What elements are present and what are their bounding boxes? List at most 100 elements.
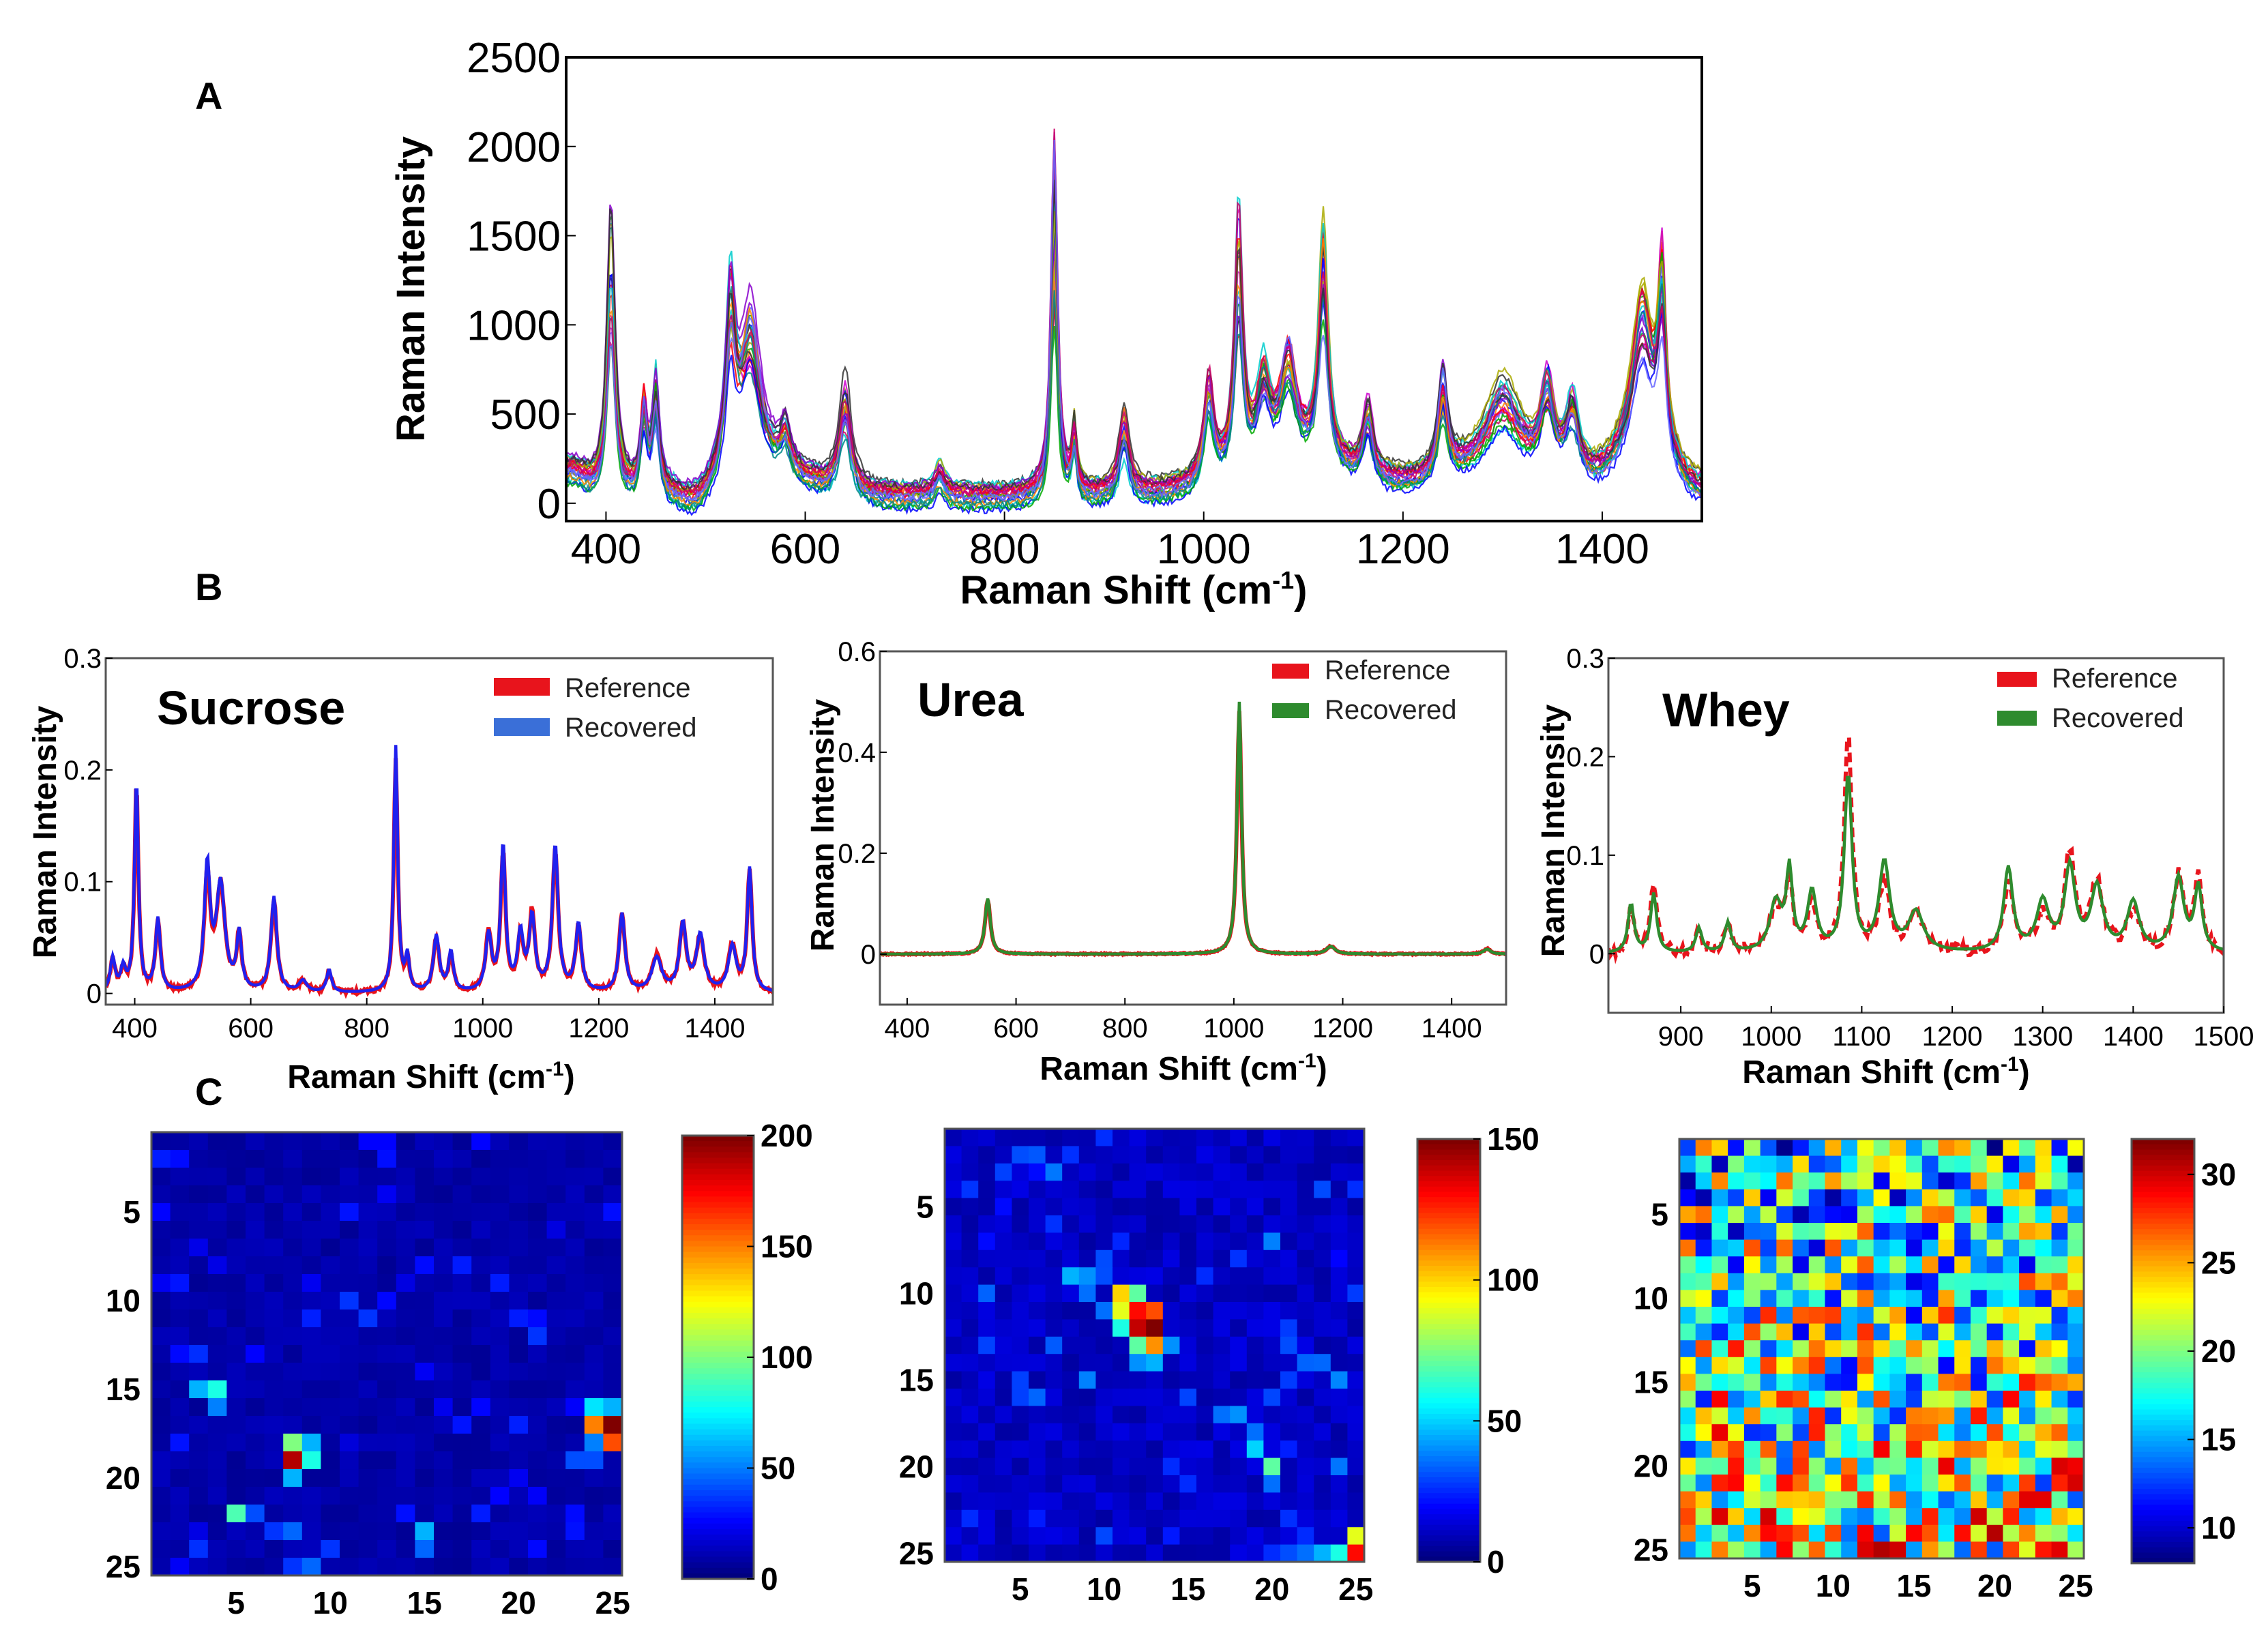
heatmap-cell [1873,1440,1890,1458]
heatmap-cell [396,1150,415,1168]
heatmap-cell [471,1416,491,1434]
colorbar-segment [2132,1415,2194,1421]
heatmap-cell [358,1132,378,1151]
heatmap-cell [1062,1336,1080,1355]
heatmap-cell [1857,1290,1874,1307]
colorbar-segment [2132,1425,2194,1432]
heatmap-cell [1695,1323,1713,1341]
colorbar-segment [2132,1256,2194,1262]
heatmap-cell [2067,1189,2085,1207]
heatmap-cell [603,1522,623,1541]
heatmap-cell [961,1423,979,1441]
heatmap-cell [1711,1323,1728,1341]
colorbar-segment [682,1213,754,1219]
heatmap-cell [434,1522,454,1541]
heatmap-cell [189,1487,209,1505]
heatmap-cell [509,1416,529,1434]
c2-x-tick-label: 10 [1087,1571,1121,1607]
colorbar-segment [1417,1382,1480,1389]
heatmap-cell [1297,1371,1314,1389]
heatmap-cell [1728,1424,1745,1442]
colorbar-segment [682,1185,754,1192]
colorbar-segment [682,1556,754,1563]
heatmap-cell [301,1185,321,1204]
colorbar-segment [682,1523,754,1530]
heatmap-cell [528,1274,548,1292]
heatmap-cell [396,1558,415,1576]
heatmap-cell [452,1309,472,1328]
colorbar-segment [2132,1245,2194,1252]
heatmap-cell [2019,1475,2036,1492]
heatmap-cell [1938,1323,1955,1341]
heatmap-cell [452,1416,472,1434]
heatmap-cell [340,1380,359,1399]
heatmap-cell [1113,1440,1130,1459]
colorbar-segment [682,1374,754,1380]
heatmap-cell [2051,1491,2068,1509]
heatmap-cell [961,1181,979,1199]
heatmap-cell [1347,1302,1365,1320]
heatmap-cell [1263,1232,1281,1251]
heatmap-cell [528,1327,548,1346]
chart-a-spectrum-line [566,128,1702,497]
heatmap-cell [603,1256,623,1275]
heatmap-cell [1347,1198,1365,1216]
heatmap-cell [1938,1508,1955,1526]
c3-y-tick-label: 25 [1634,1533,1668,1568]
heatmap-cell [945,1440,962,1459]
b3-x-tick-label: 1400 [2103,1022,2164,1052]
chart-a-frame [565,56,1703,522]
heatmap-cell [1970,1256,1988,1274]
heatmap-cell [1297,1215,1314,1233]
heatmap-cell [490,1540,510,1558]
heatmap-cell [1711,1440,1728,1458]
heatmap-cell [1263,1527,1281,1545]
heatmap-cell [1179,1249,1197,1268]
heatmap-cell [1012,1544,1029,1563]
heatmap-cell [1970,1491,1988,1509]
heatmap-cell [2003,1374,2020,1391]
chart-b1-legend: Reference Recovered [494,673,696,743]
heatmap-cell [170,1327,190,1346]
colorbar-segment [1417,1376,1480,1383]
heatmap-cell [1889,1189,1906,1207]
heatmap-cell [2019,1189,2036,1207]
heatmap-cell [995,1232,1012,1251]
heatmap-cell [321,1132,340,1151]
heatmap-cell [2051,1323,2068,1341]
heatmap-cell [1970,1139,1988,1157]
heatmap-cell [1857,1457,1874,1475]
colorbar-segment [682,1285,754,1292]
colorbar-segment [682,1484,754,1491]
heatmap-cell [1743,1391,1761,1408]
heatmap-cell [1728,1357,1745,1374]
colorbar-segment [2132,1420,2194,1426]
heatmap-cell [1162,1302,1180,1320]
chart-b3-legend-swatch-reference [1997,672,2037,687]
colorbar-segment [1417,1520,1480,1526]
heatmap-cell [471,1168,491,1186]
heatmap-cell [1711,1475,1728,1492]
heatmap-cell [1825,1340,1842,1358]
heatmap-cell [1986,1155,2003,1173]
heatmap-cell [1954,1374,1971,1391]
heatmap-cell [377,1487,397,1505]
colorbar-segment [1417,1339,1480,1346]
c2-colorbar-tick-label: 150 [1487,1121,1540,1157]
heatmap-cell [1760,1357,1777,1374]
heatmap-cell [1873,1189,1890,1207]
heatmap-cell [1679,1239,1696,1257]
heatmap-cell [321,1363,340,1381]
chart-b2-series-group [880,701,1506,958]
heatmap-cell [945,1163,962,1181]
heatmap-cell [1889,1491,1906,1509]
b2-x-tick-label: 1400 [1422,1013,1482,1043]
heatmap-cell [189,1434,209,1452]
heatmap-cell [415,1256,435,1275]
heatmap-cell [226,1221,246,1239]
heatmap-cell [1825,1508,1842,1526]
heatmap-cell [1873,1273,1890,1290]
heatmap-cell [1029,1527,1046,1545]
heatmap-cell [1921,1508,1939,1526]
